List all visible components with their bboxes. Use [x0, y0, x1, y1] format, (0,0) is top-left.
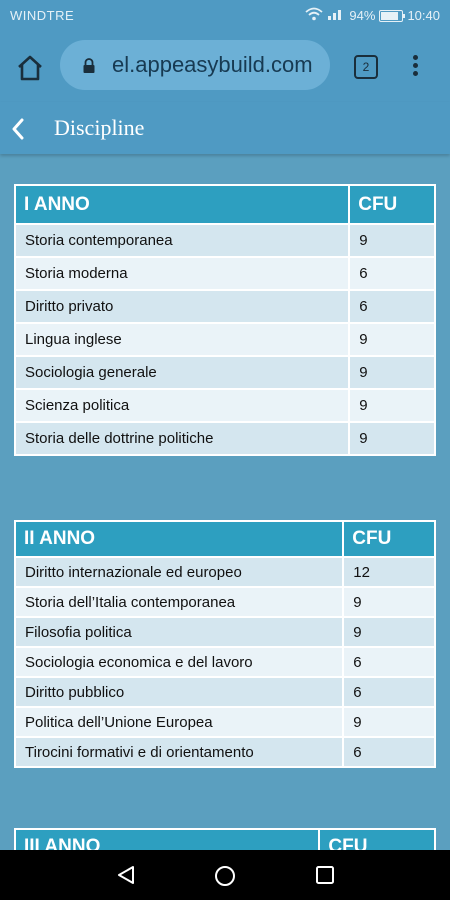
course-cfu: 12 [342, 556, 436, 588]
table-row: Lingua inglese 9 [13, 322, 436, 357]
table-row: Sociologia generale 9 [13, 355, 436, 390]
year-2-table: II ANNO CFU Diritto internazionale ed eu… [13, 520, 436, 768]
dot-icon [412, 55, 418, 60]
chevron-left-icon [12, 118, 24, 140]
course-cfu: 6 [348, 289, 436, 324]
app-header: Discipline [0, 102, 450, 154]
course-cfu: 9 [342, 586, 436, 618]
course-name: Storia moderna [13, 256, 351, 291]
battery-percent: 94% [349, 8, 376, 23]
year-3-table: III ANNO CFU [13, 828, 436, 850]
clock: 10:40 [407, 8, 440, 23]
course-cfu: 9 [342, 616, 436, 648]
table-row: Sociologia economica e del lavoro 6 [13, 646, 436, 678]
table-row: Storia delle dottrine politiche 9 [13, 421, 436, 456]
year-header: I ANNO [13, 184, 351, 225]
tab-switcher-button[interactable]: 2 [354, 55, 378, 79]
content-area[interactable]: I ANNO CFU Storia contemporanea 9 Storia … [0, 154, 450, 850]
table-row: Diritto privato 6 [13, 289, 436, 324]
address-bar[interactable]: el.appeasybuild.com [60, 40, 330, 90]
course-name: Scienza politica [13, 388, 351, 423]
battery-icon [379, 9, 406, 22]
table-row: Scienza politica 9 [13, 388, 436, 423]
square-recents-icon [316, 866, 334, 884]
course-name: Tirocini formativi e di orientamento [13, 736, 345, 768]
dot-icon [412, 71, 418, 76]
table-header-row: II ANNO CFU [13, 520, 436, 558]
wifi-icon [305, 7, 324, 24]
url-text: el.appeasybuild.com [112, 52, 313, 77]
table-row: Filosofia politica 9 [13, 616, 436, 648]
course-cfu: 6 [342, 676, 436, 708]
table-row: Diritto internazionale ed europeo 12 [13, 556, 436, 588]
table-row: Politica dell’Unione Europea 9 [13, 706, 436, 738]
course-cfu: 6 [342, 736, 436, 768]
home-button[interactable] [14, 52, 46, 84]
course-cfu: 6 [348, 256, 436, 291]
page-title: Discipline [54, 115, 145, 140]
course-cfu: 9 [348, 223, 436, 258]
year-header: II ANNO [13, 520, 345, 558]
carrier-name: WINDTRE [10, 8, 75, 23]
course-name: Diritto privato [13, 289, 351, 324]
course-name: Diritto pubblico [13, 676, 345, 708]
nav-back-button[interactable] [115, 864, 137, 891]
year-header: III ANNO [13, 828, 321, 850]
course-name: Sociologia generale [13, 355, 351, 390]
course-cfu: 6 [342, 646, 436, 678]
cfu-header: CFU [348, 184, 436, 225]
course-name: Storia dell’Italia contemporanea [13, 586, 345, 618]
overflow-menu-button[interactable] [408, 52, 422, 82]
status-icons: 94% 10:40 [305, 7, 440, 24]
system-nav-bar [0, 850, 450, 900]
course-cfu: 9 [348, 355, 436, 390]
table-row: Tirocini formativi e di orientamento 6 [13, 736, 436, 768]
dot-icon [412, 63, 418, 68]
course-cfu: 9 [348, 322, 436, 357]
browser-toolbar: el.appeasybuild.com 2 [0, 32, 450, 102]
back-button[interactable] [8, 116, 28, 142]
nav-home-button[interactable] [213, 864, 237, 893]
course-name: Storia contemporanea [13, 223, 351, 258]
cfu-header: CFU [318, 828, 436, 850]
signal-icon [327, 7, 345, 24]
table-row: Storia dell’Italia contemporanea 9 [13, 586, 436, 618]
lock-icon [82, 58, 96, 79]
year-1-table: I ANNO CFU Storia contemporanea 9 Storia … [13, 184, 436, 456]
triangle-back-icon [118, 866, 134, 884]
course-name: Diritto internazionale ed europeo [13, 556, 345, 588]
course-cfu: 9 [348, 421, 436, 456]
nav-recents-button[interactable] [315, 865, 335, 890]
course-cfu: 9 [342, 706, 436, 738]
table-row: Storia contemporanea 9 [13, 223, 436, 258]
table-row: Diritto pubblico 6 [13, 676, 436, 708]
table-header-row: I ANNO CFU [13, 184, 436, 225]
table-row: Storia moderna 6 [13, 256, 436, 291]
cfu-header: CFU [342, 520, 436, 558]
status-bar: WINDTRE 94% 10:40 [0, 0, 450, 32]
course-name: Sociologia economica e del lavoro [13, 646, 345, 678]
course-name: Storia delle dottrine politiche [13, 421, 351, 456]
course-name: Politica dell’Unione Europea [13, 706, 345, 738]
course-name: Lingua inglese [13, 322, 351, 357]
course-cfu: 9 [348, 388, 436, 423]
home-icon [18, 55, 42, 81]
circle-home-icon [215, 866, 235, 886]
course-name: Filosofia politica [13, 616, 345, 648]
table-header-row: III ANNO CFU [13, 828, 436, 850]
